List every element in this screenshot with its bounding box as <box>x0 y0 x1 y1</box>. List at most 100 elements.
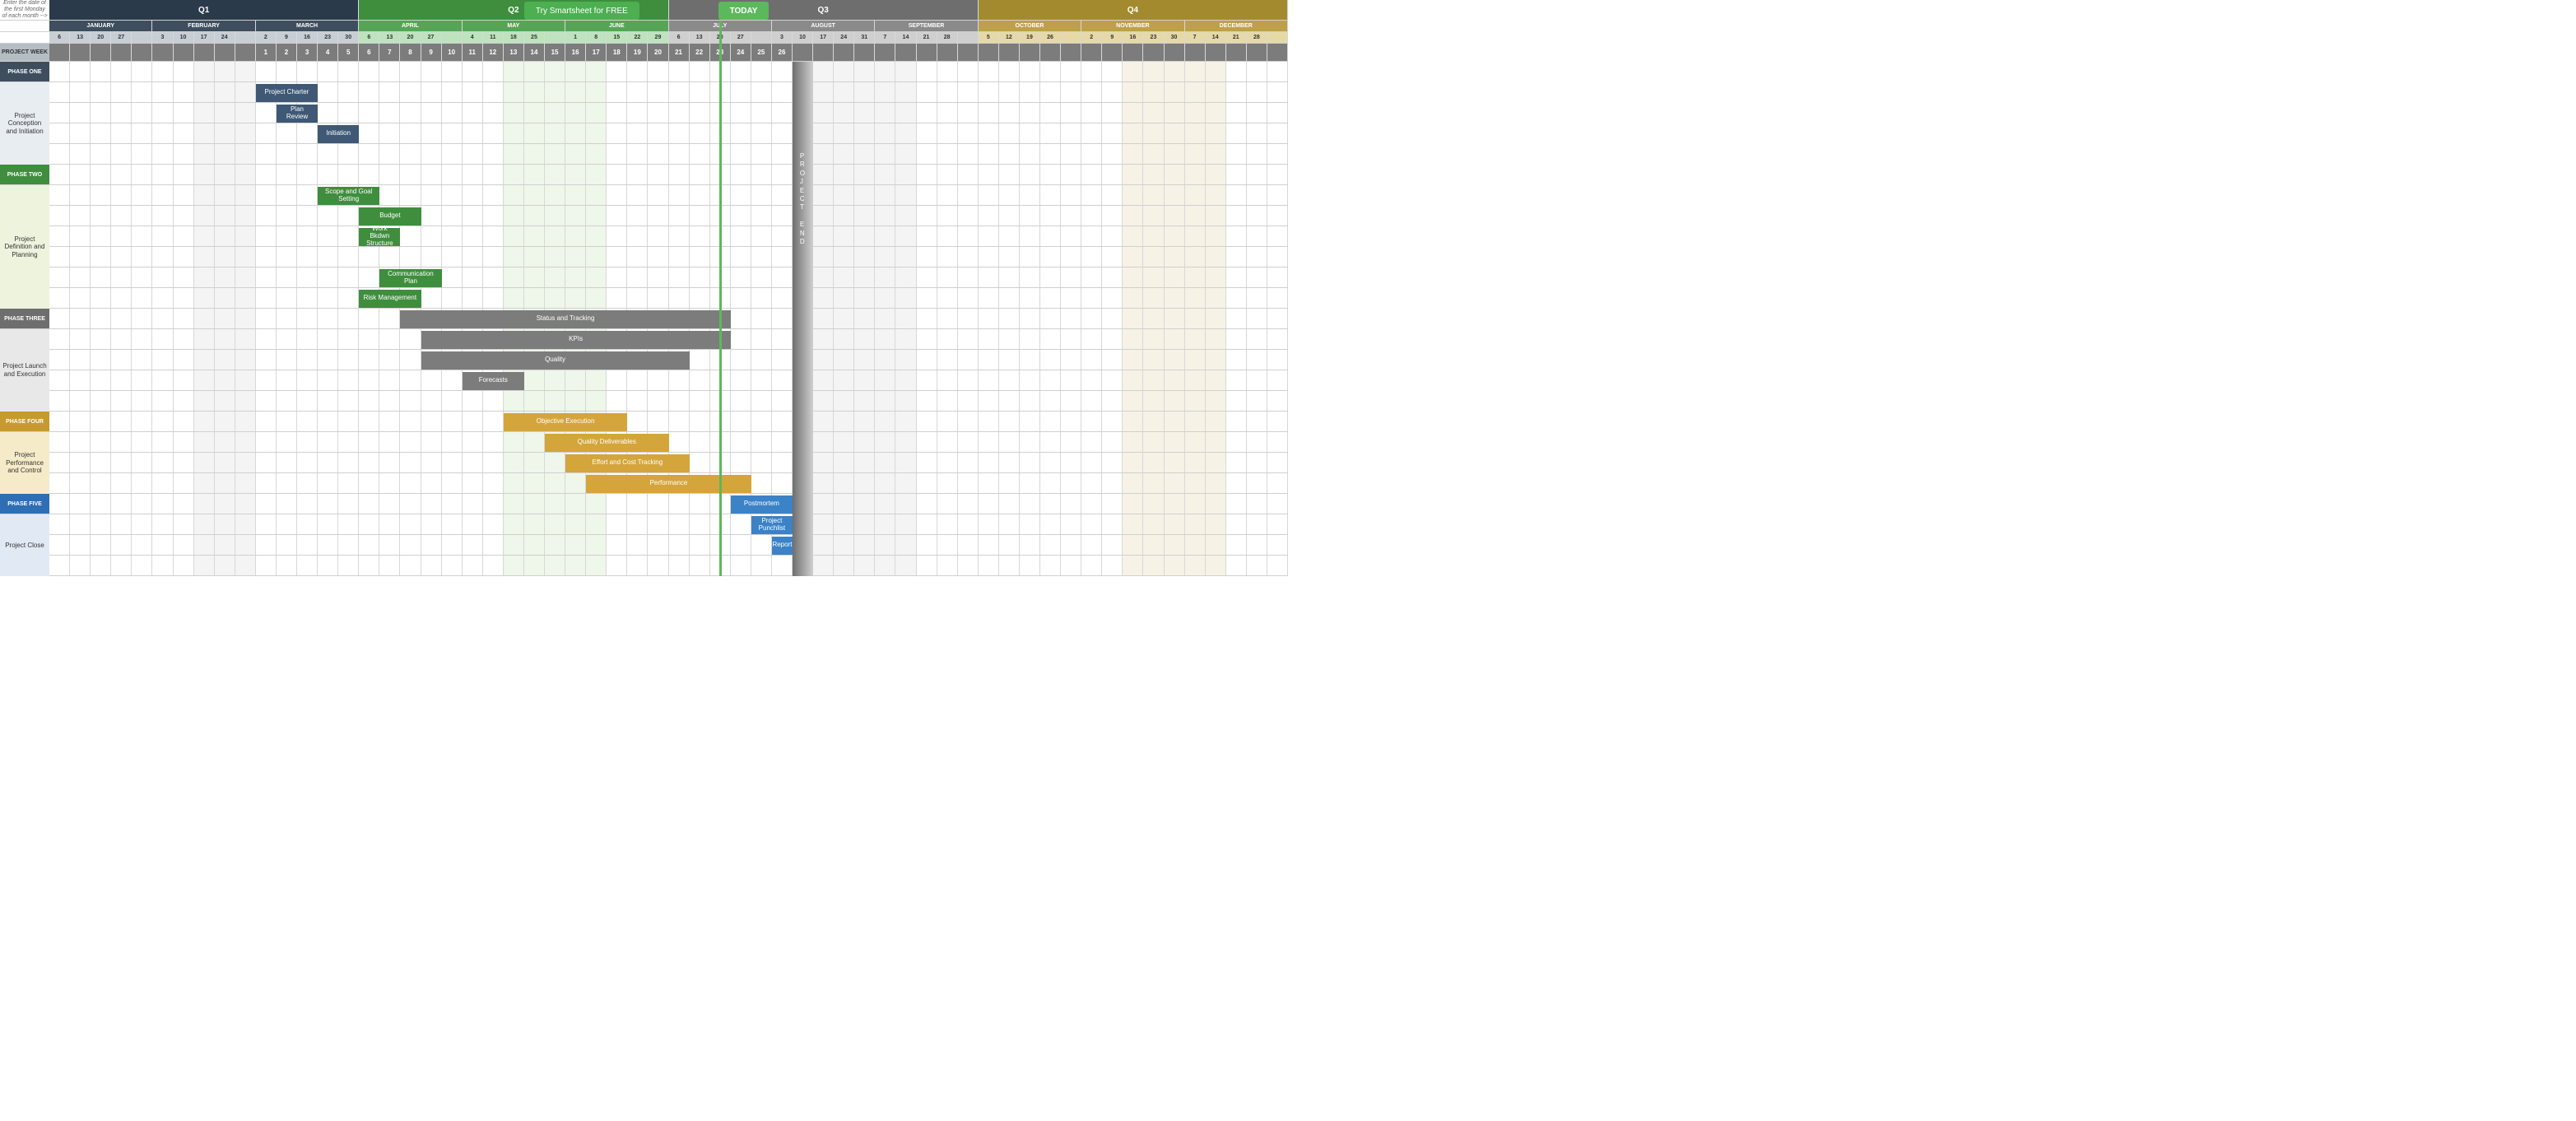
gantt-bar[interactable]: Forecasts <box>463 372 524 390</box>
day-header: 5 <box>979 32 999 43</box>
day-header: 21 <box>1226 32 1247 43</box>
week-number <box>194 44 215 61</box>
phase-description: Project Launch and Execution <box>0 329 49 412</box>
month-header: FEBRUARY <box>152 21 255 31</box>
week-number <box>91 44 111 61</box>
gantt-bar[interactable]: Budget <box>359 207 421 226</box>
gantt-bar[interactable]: Effort and Cost Tracking <box>565 454 690 472</box>
week-number <box>1185 44 1206 61</box>
week-number <box>1061 44 1081 61</box>
day-header: 13 <box>379 32 400 43</box>
day-header: 11 <box>483 32 504 43</box>
day-header <box>1061 32 1081 43</box>
gantt-bar[interactable]: Status and Tracking <box>400 310 730 328</box>
week-number: 18 <box>607 44 627 61</box>
day-header: 12 <box>999 32 1020 43</box>
gantt-bar[interactable]: Scope and Goal Setting <box>318 187 379 205</box>
month-header: SEPTEMBER <box>875 21 978 31</box>
day-header: 20 <box>400 32 421 43</box>
phase-header: PHASE FOUR <box>0 412 49 431</box>
day-header <box>545 32 565 43</box>
day-header: 27 <box>421 32 442 43</box>
day-header: 27 <box>731 32 751 43</box>
week-number <box>1040 44 1061 61</box>
day-header: 21 <box>917 32 937 43</box>
phase-description: Project Close <box>0 514 49 576</box>
gantt-bar[interactable]: Quality <box>421 351 690 370</box>
week-number <box>1102 44 1123 61</box>
gantt-bar[interactable]: Quality Deliverables <box>545 434 669 452</box>
day-header: 28 <box>1247 32 1267 43</box>
day-header: 31 <box>854 32 875 43</box>
day-header: 15 <box>607 32 627 43</box>
week-number <box>174 44 194 61</box>
week-number <box>215 44 235 61</box>
month-header: DECEMBER <box>1185 21 1288 31</box>
day-header: 7 <box>1185 32 1206 43</box>
gantt-bar[interactable]: Project Punchlist <box>751 516 793 534</box>
instruction-label: Enter the date of the first Monday of ea… <box>0 0 49 20</box>
day-header: 7 <box>875 32 895 43</box>
phase-description: Project Performance and Control <box>0 432 49 494</box>
day-header: 18 <box>504 32 524 43</box>
try-smartsheet-button[interactable]: Try Smartsheet for FREE <box>524 2 639 20</box>
gantt-bar[interactable]: KPIs <box>421 331 731 349</box>
week-number <box>813 44 834 61</box>
phase-header: PHASE FIVE <box>0 494 49 514</box>
week-number <box>1247 44 1267 61</box>
week-number: 5 <box>338 44 359 61</box>
today-button[interactable]: TODAY <box>718 2 770 20</box>
gantt-bar[interactable]: Project Charter <box>256 84 318 102</box>
day-header: 23 <box>318 32 338 43</box>
day-header: 25 <box>524 32 545 43</box>
gantt-bar[interactable]: Performance <box>586 475 751 493</box>
week-number <box>875 44 895 61</box>
day-header: 3 <box>772 32 793 43</box>
week-number: 8 <box>400 44 421 61</box>
week-number <box>937 44 958 61</box>
day-header <box>235 32 256 43</box>
month-header: APRIL <box>359 21 462 31</box>
day-header: 26 <box>1040 32 1061 43</box>
day-header: 2 <box>256 32 277 43</box>
day-header: 13 <box>70 32 91 43</box>
week-number <box>70 44 91 61</box>
week-number <box>1081 44 1102 61</box>
week-number: 3 <box>297 44 318 61</box>
project-week-label: PROJECT WEEK <box>0 44 49 61</box>
phase-description: Project Conception and Initiation <box>0 82 49 165</box>
gantt-bar[interactable]: Postmortem <box>731 495 793 514</box>
day-header: 1 <box>565 32 586 43</box>
gantt-bar[interactable]: Risk Management <box>359 290 421 308</box>
week-number <box>999 44 1020 61</box>
gantt-bar[interactable]: Report <box>772 537 793 555</box>
day-header: 30 <box>1165 32 1185 43</box>
gantt-bar[interactable]: Work Bkdwn Structure <box>359 228 400 246</box>
month-header: MAY <box>463 21 565 31</box>
week-number <box>152 44 173 61</box>
week-number: 2 <box>277 44 297 61</box>
week-number: 10 <box>442 44 463 61</box>
gantt-bar[interactable]: Objective Execution <box>504 413 628 431</box>
phase-header: PHASE ONE <box>0 62 49 81</box>
week-number <box>49 44 70 61</box>
phase-header: PHASE THREE <box>0 309 49 328</box>
week-number <box>917 44 937 61</box>
week-number <box>111 44 132 61</box>
day-header <box>132 32 152 43</box>
day-header: 30 <box>338 32 359 43</box>
gantt-bar[interactable]: Plan Review <box>277 105 318 123</box>
day-header: 14 <box>1206 32 1226 43</box>
day-header: 17 <box>194 32 215 43</box>
project-end-marker: PROJECTEND <box>793 62 813 576</box>
week-number <box>1020 44 1040 61</box>
week-number <box>1206 44 1226 61</box>
day-header <box>442 32 463 43</box>
week-number <box>895 44 916 61</box>
gantt-bar[interactable]: Communication Plan <box>379 269 441 287</box>
week-number <box>793 44 813 61</box>
gantt-bar[interactable]: Initiation <box>318 125 359 143</box>
week-number: 24 <box>731 44 751 61</box>
week-number <box>958 44 979 61</box>
day-header: 17 <box>813 32 834 43</box>
